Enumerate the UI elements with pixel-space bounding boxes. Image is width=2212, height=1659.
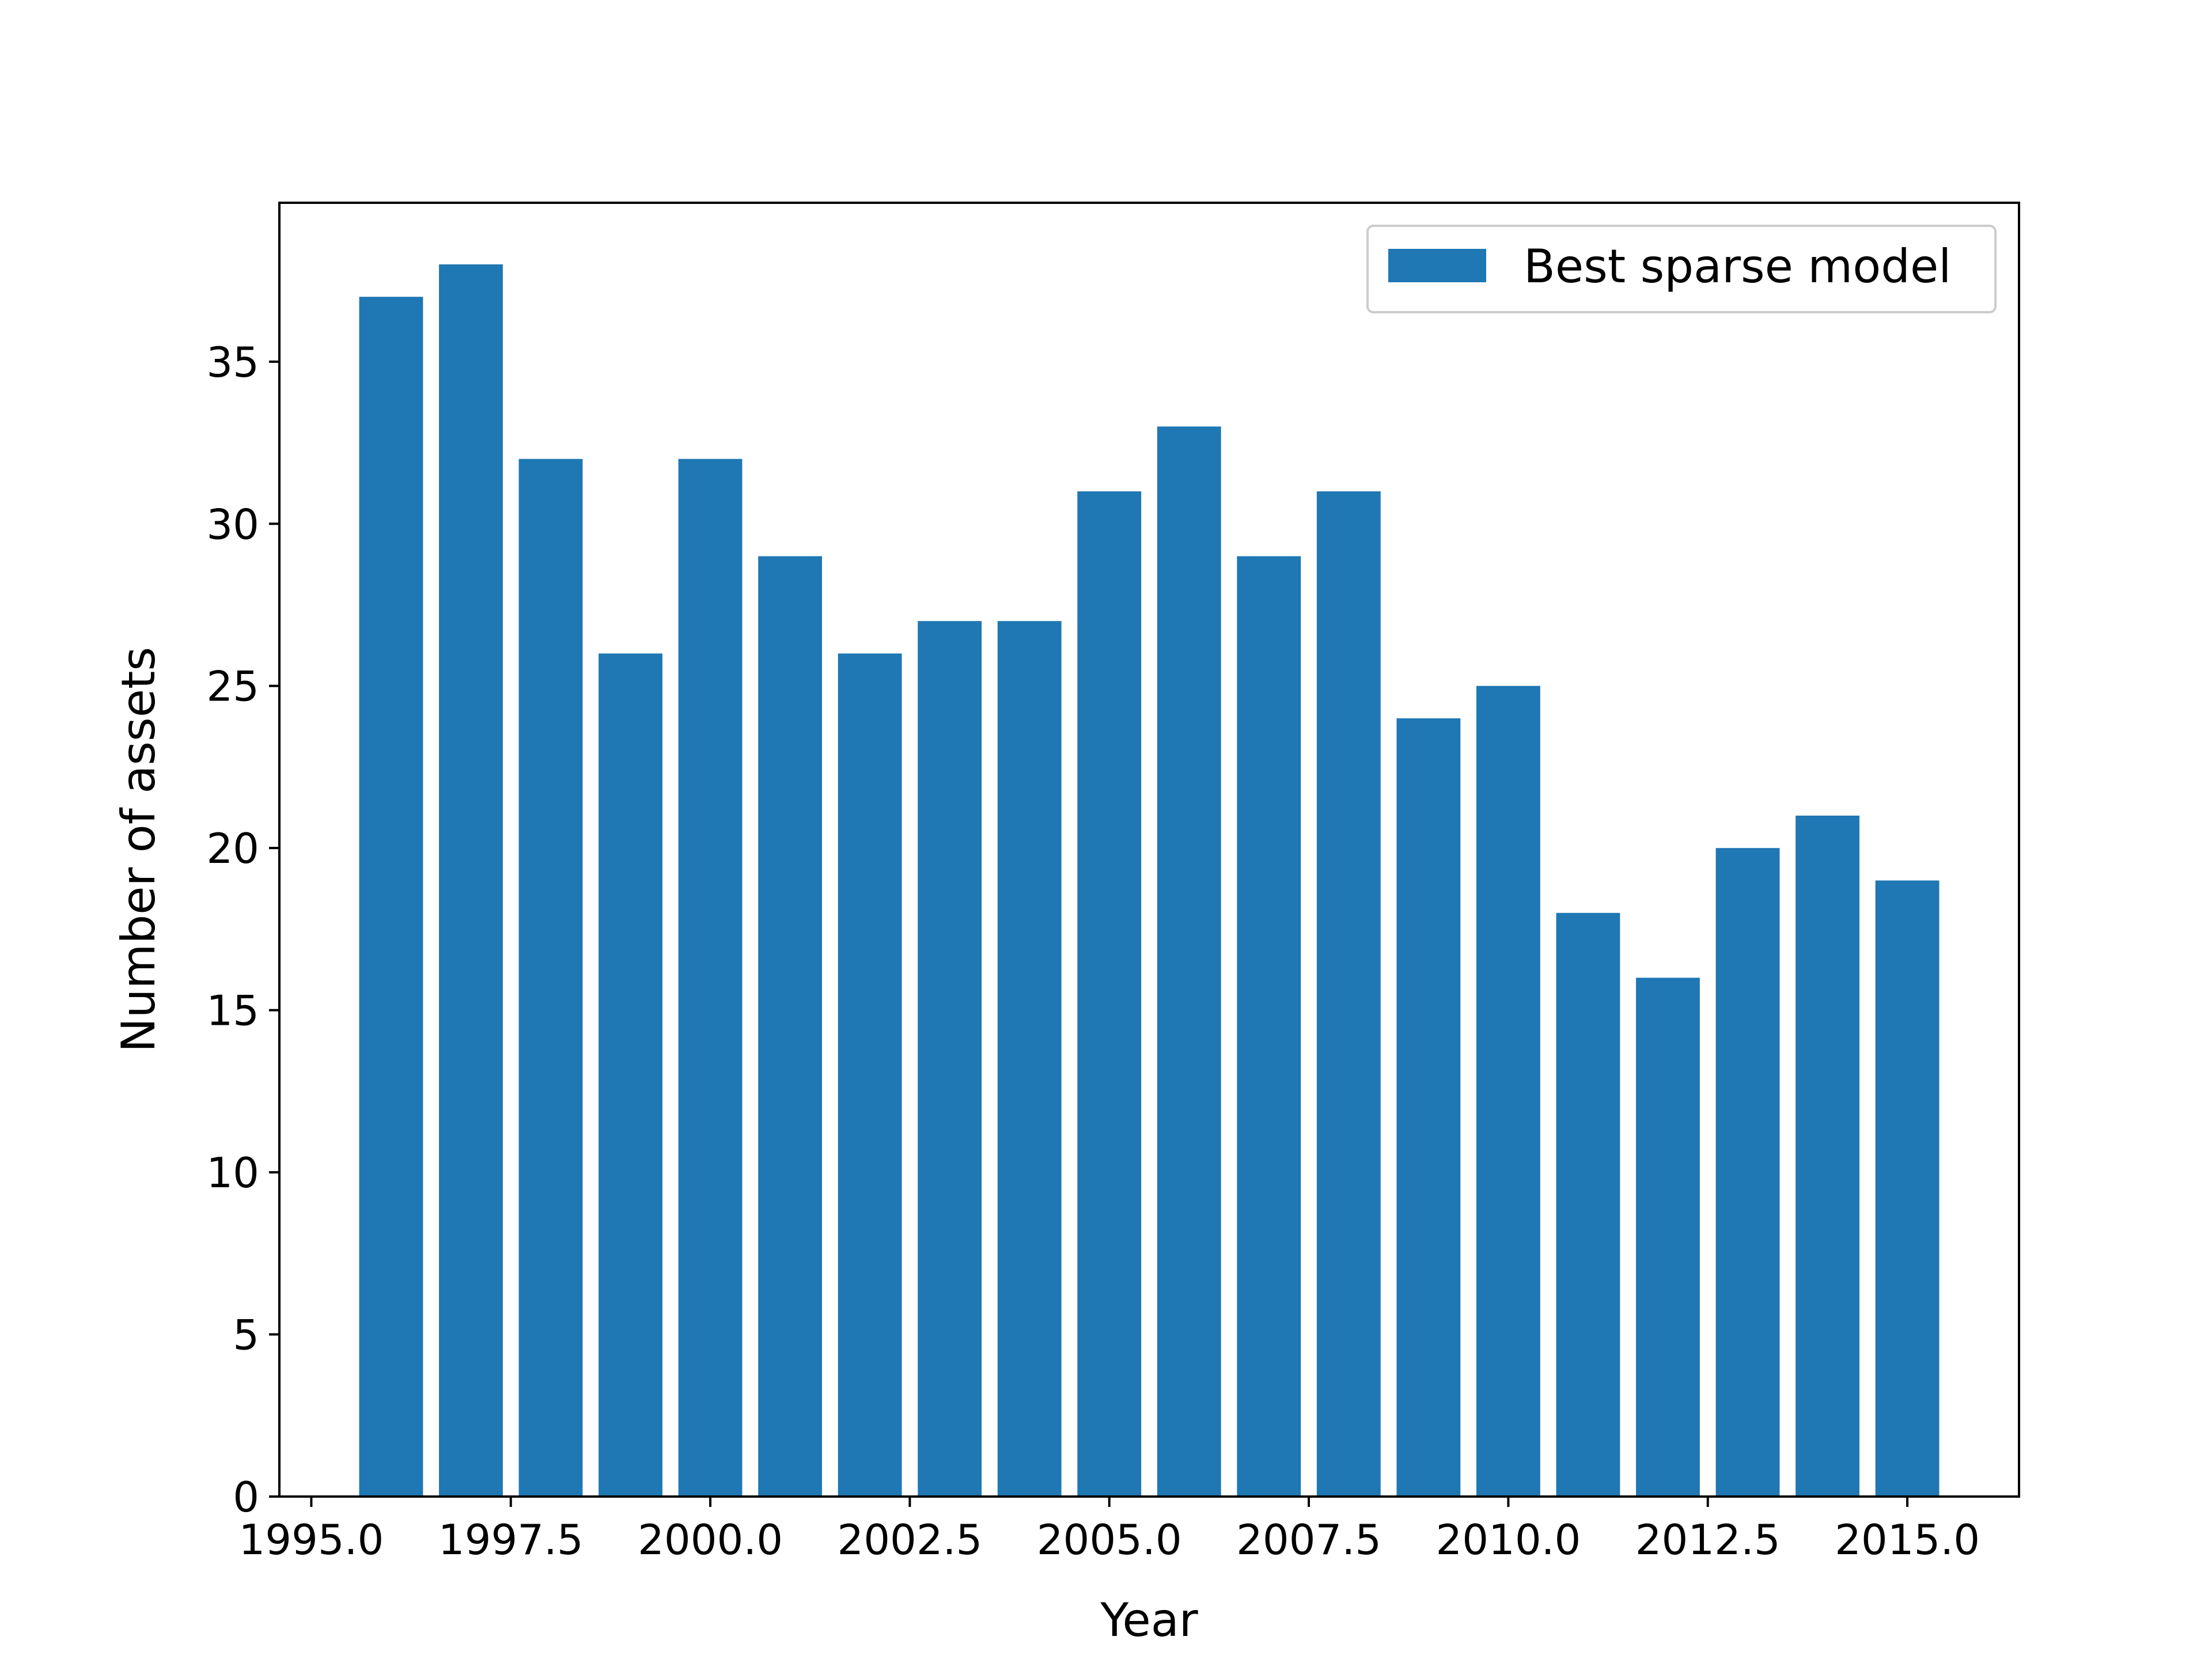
x-tick-label: 1995.0 xyxy=(238,1516,384,1564)
x-axis: 1995.0 1997.5 2000.0 2002.5 2005.0 2007.5 2010… xyxy=(238,1497,1980,1564)
y-tick-label: 10 xyxy=(206,1149,259,1197)
x-tick-label: 2010.0 xyxy=(1435,1516,1581,1564)
y-tick-label: 20 xyxy=(206,824,259,873)
bar-series xyxy=(359,264,1940,1497)
bar xyxy=(1875,880,1940,1497)
x-tick-label: 1997.5 xyxy=(438,1516,584,1564)
x-tick-label: 2015.0 xyxy=(1835,1516,1980,1564)
bar xyxy=(1396,718,1461,1497)
bar xyxy=(1796,815,1859,1497)
axes-frame xyxy=(278,202,2020,1498)
y-tick-label: 0 xyxy=(233,1473,259,1521)
x-axis-label: Year xyxy=(1100,1593,1198,1647)
bar xyxy=(1556,912,1620,1497)
y-tick-label: 30 xyxy=(206,500,259,548)
x-tick-label: 2000.0 xyxy=(638,1516,783,1564)
legend-box xyxy=(1366,225,1997,313)
y-tick-label: 5 xyxy=(233,1311,259,1359)
legend: Best sparse model xyxy=(1366,225,1997,313)
y-tick-label: 35 xyxy=(206,338,259,387)
bar xyxy=(1237,556,1301,1497)
y-axis-label: Number of assets xyxy=(112,647,165,1052)
bar xyxy=(599,653,662,1497)
bar xyxy=(1077,491,1142,1497)
bar xyxy=(1636,978,1700,1497)
bar xyxy=(1157,426,1221,1497)
y-tick-label: 15 xyxy=(206,987,259,1035)
bar xyxy=(1476,685,1540,1497)
bar xyxy=(997,621,1062,1497)
bar xyxy=(678,459,743,1497)
bar xyxy=(758,556,823,1497)
bar xyxy=(1715,848,1780,1497)
x-tick-label: 2002.5 xyxy=(837,1516,982,1564)
y-tick-label: 25 xyxy=(206,662,259,711)
bar xyxy=(439,264,503,1497)
x-tick-label: 2007.5 xyxy=(1236,1516,1381,1564)
x-tick-label: 2012.5 xyxy=(1635,1516,1781,1564)
legend-label: Best sparse model xyxy=(1524,240,1951,293)
bar xyxy=(838,653,902,1497)
x-tick-label: 2005.0 xyxy=(1037,1516,1182,1564)
bar xyxy=(359,297,423,1497)
legend-swatch xyxy=(1388,249,1486,282)
bar xyxy=(918,621,982,1497)
bar xyxy=(1316,491,1381,1497)
y-axis: 0 5 10 15 20 25 30 35 xyxy=(206,338,279,1521)
bar xyxy=(518,459,583,1497)
